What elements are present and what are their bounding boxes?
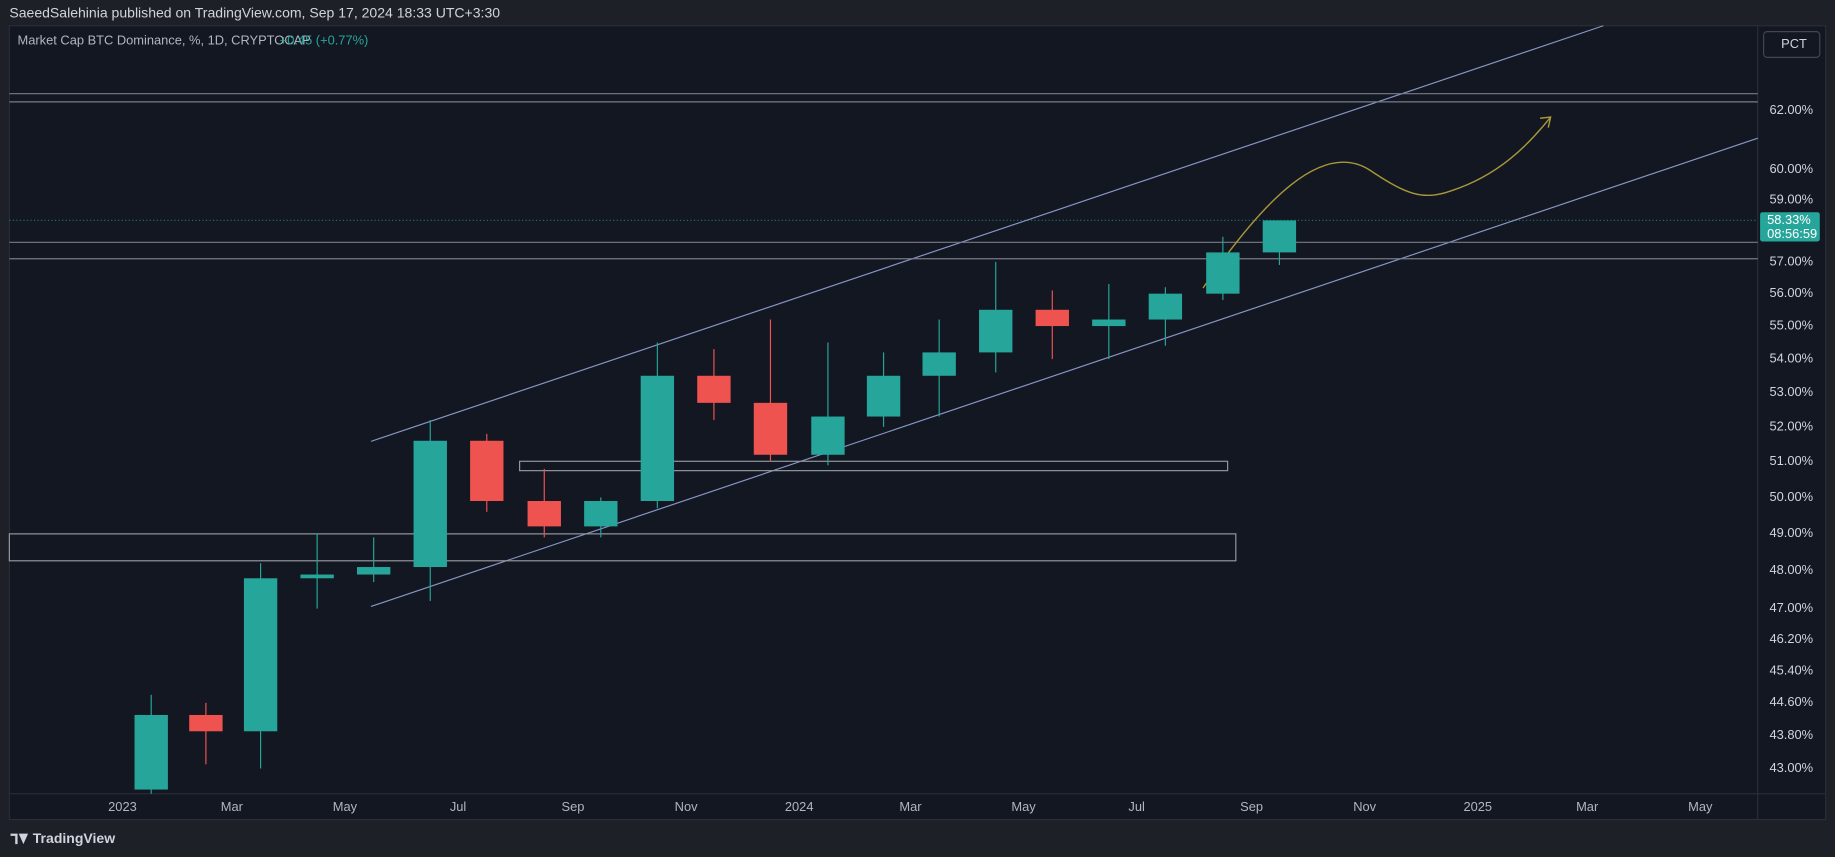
x-tick-label: Mar <box>899 799 922 814</box>
legend-title: Market Cap BTC Dominance, %, 1D, CRYPTOC… <box>18 32 311 47</box>
y-tick-label: 53.00% <box>1769 384 1813 399</box>
candle-body <box>697 375 731 403</box>
candle-body <box>527 500 561 527</box>
last-price-label: 58.33% <box>1767 212 1811 227</box>
x-tick-label: Sep <box>1240 799 1263 814</box>
scale-mode-label[interactable]: PCT <box>1781 36 1807 51</box>
legend-change: +0.45 (+0.77%) <box>280 32 369 47</box>
y-tick-label: 60.00% <box>1769 161 1813 176</box>
y-tick-label: 57.00% <box>1769 253 1813 268</box>
y-tick-label: 49.00% <box>1769 525 1813 540</box>
candle-body <box>922 352 956 376</box>
candle-body <box>189 714 223 732</box>
candle-body <box>1206 252 1240 294</box>
brand-logo <box>10 833 29 845</box>
projection-arrow <box>1202 116 1552 289</box>
x-tick-label: Mar <box>1576 799 1599 814</box>
channel-lower <box>370 137 1758 608</box>
candle-body <box>811 416 845 455</box>
candle-body <box>243 578 278 732</box>
y-tick-label: 56.00% <box>1769 285 1813 300</box>
y-tick-label: 47.00% <box>1769 600 1813 615</box>
x-tick-label: Jul <box>1128 799 1144 814</box>
candle-body <box>1262 220 1297 253</box>
x-tick-label: 2025 <box>1463 799 1492 814</box>
candles <box>134 220 1297 794</box>
zone-rectangle <box>519 460 1229 472</box>
brand-name: TradingView <box>33 830 115 846</box>
zone-rectangle <box>8 533 1237 562</box>
x-tick-label: May <box>333 799 358 814</box>
x-tick-label: Nov <box>1353 799 1376 814</box>
x-tick-label: Mar <box>221 799 244 814</box>
y-tick-label: 43.80% <box>1769 727 1813 742</box>
chart-pane <box>8 25 1827 821</box>
y-tick-label: 46.20% <box>1769 631 1813 646</box>
candle-body <box>134 714 168 790</box>
candle-body <box>300 574 334 579</box>
candle-body <box>640 375 675 501</box>
x-tick-label: May <box>1011 799 1036 814</box>
x-tick-label: Nov <box>675 799 698 814</box>
y-tick-label: 54.00% <box>1769 350 1813 365</box>
y-tick-label: 59.00% <box>1769 191 1813 206</box>
candle-body <box>584 500 618 527</box>
y-tick-label: 52.00% <box>1769 418 1813 433</box>
candle-body <box>470 440 504 501</box>
x-tick-label: Jul <box>450 799 466 814</box>
candle-body <box>1092 319 1126 327</box>
candle-body <box>1035 309 1069 327</box>
candle-body <box>357 567 391 575</box>
candle-body <box>979 309 1013 353</box>
y-tick-label: 48.00% <box>1769 562 1813 577</box>
y-tick-label: 43.00% <box>1769 760 1813 775</box>
drawings <box>8 25 1758 608</box>
candle-body <box>1148 293 1183 320</box>
candle-body <box>866 375 901 417</box>
logo-shape <box>10 833 29 845</box>
y-tick-label: 50.00% <box>1769 489 1813 504</box>
y-tick-label: 44.60% <box>1769 694 1813 709</box>
bar-countdown: 08:56:59 <box>1767 226 1817 241</box>
publisher-line: SaeedSalehinia published on TradingView.… <box>9 5 500 21</box>
candle-body <box>753 402 788 455</box>
x-tick-label: Sep <box>562 799 585 814</box>
y-tick-label: 51.00% <box>1769 453 1813 468</box>
y-tick-label: 45.40% <box>1769 662 1813 677</box>
y-tick-label: 62.00% <box>1769 102 1813 117</box>
x-tick-label: 2024 <box>785 799 814 814</box>
x-tick-label: 2023 <box>108 799 137 814</box>
y-tick-label: 55.00% <box>1769 317 1813 332</box>
channel-upper <box>370 25 1604 442</box>
scale-mode-button[interactable] <box>1763 31 1821 58</box>
last-price-badge <box>1760 212 1820 242</box>
candle-body <box>413 440 447 568</box>
x-tick-label: May <box>1688 799 1713 814</box>
